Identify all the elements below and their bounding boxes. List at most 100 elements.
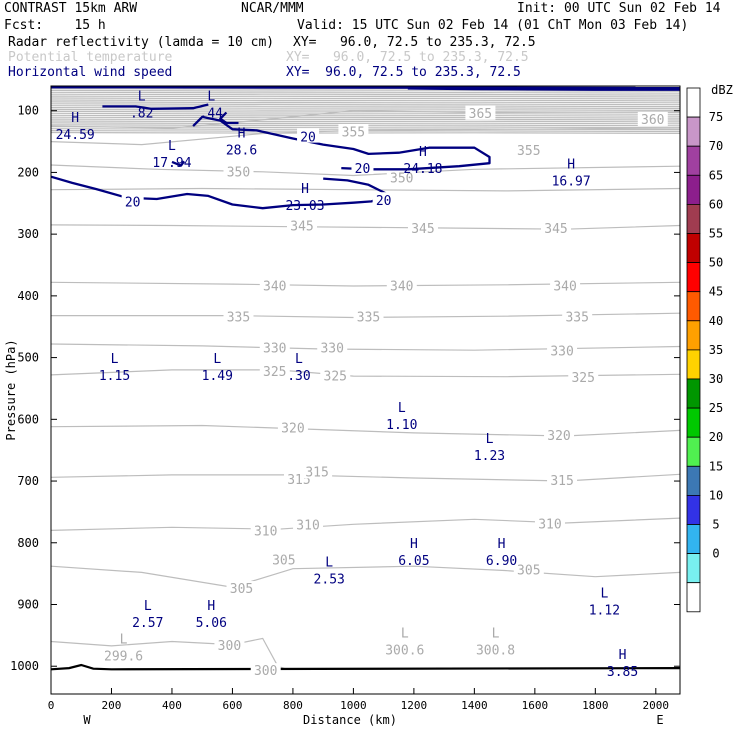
y-tick-label: 1000 xyxy=(10,659,39,673)
label-mask xyxy=(338,124,369,139)
theta-contour-upper xyxy=(50,126,681,129)
label-mask xyxy=(297,128,320,143)
label-mask xyxy=(259,278,290,293)
wind-extremum-letter: L xyxy=(138,90,146,105)
theta-contour-upper xyxy=(50,112,681,115)
label-mask xyxy=(547,343,578,358)
colorbar-swatch xyxy=(686,233,701,264)
x-tick-label: 200 xyxy=(102,699,122,712)
label-mask xyxy=(259,363,290,378)
colorbar-level-label: 0 xyxy=(712,547,719,561)
colorbar-swatch xyxy=(686,349,701,380)
colorbar-level-label: 60 xyxy=(709,197,723,211)
wind-contour-label: 20 xyxy=(300,131,316,146)
label-mask xyxy=(513,562,544,577)
theta-contour xyxy=(50,517,681,531)
label-mask xyxy=(320,368,351,383)
theta-extremum-value: 300.8 xyxy=(476,644,515,659)
axes: 100 200 300 400 500 600 700 800 900 1000 0 200 400 60… xyxy=(4,104,680,727)
colorbar-swatch xyxy=(686,378,701,409)
wind-extremum-value: 2.53 xyxy=(314,573,345,588)
theta-contour-label: 355 xyxy=(342,125,365,140)
contour-labels: 365 360 355 355 350 350 345 345 345 340 340 340 335 3… xyxy=(56,90,668,680)
theta-extremum-letter: L xyxy=(401,627,409,642)
y-tick-label: 600 xyxy=(17,412,39,426)
theta-contour-label: 330 xyxy=(320,341,343,356)
label-mask xyxy=(465,105,496,120)
wind-contour xyxy=(50,86,681,90)
wind-extremum-letter: H xyxy=(498,537,506,552)
terrain-surface xyxy=(50,663,681,671)
colorbar-level-label: 75 xyxy=(709,110,723,124)
colorbar-swatch xyxy=(686,116,701,147)
theta-contour-label: 305 xyxy=(272,554,295,569)
theta-contour-label: 310 xyxy=(296,518,319,533)
label-mask xyxy=(286,218,317,233)
colorbar-level-label: 65 xyxy=(709,168,723,182)
label-mask xyxy=(568,369,599,384)
wind-contour-label: 20 xyxy=(355,162,371,177)
theta-contour xyxy=(50,224,681,230)
wind-extremum-value: 16.97 xyxy=(552,174,591,189)
x-tick-label: 0 xyxy=(48,699,55,712)
theta-contour-label: 355 xyxy=(517,144,540,159)
label-mask xyxy=(268,552,299,567)
theta-contour xyxy=(50,110,681,129)
theta-contour-label: 325 xyxy=(571,371,594,386)
colorbar-swatch xyxy=(686,494,701,525)
field-xy-theta: XY= 96.0, 72.5 to 235.3, 72.5 xyxy=(286,50,529,65)
colorbar-swatch xyxy=(686,262,701,293)
label-mask xyxy=(550,278,581,293)
wind-extremum-value: 23.03 xyxy=(285,199,324,214)
wind-extremum-value: .30 xyxy=(287,369,310,384)
wind-extremum-letter: L xyxy=(111,352,119,367)
wind-contour xyxy=(50,175,391,210)
wind-contour-label: 20 xyxy=(125,195,141,210)
colorbar-swatch xyxy=(686,465,701,496)
theta-contour xyxy=(50,424,681,437)
label-mask xyxy=(302,464,333,479)
x-axis-title: Distance (km) xyxy=(303,713,397,727)
theta-contour-upper xyxy=(50,122,681,125)
field-xy-wind: XY= 96.0, 72.5 to 235.3, 72.5 xyxy=(286,65,521,80)
colorbar-swatch xyxy=(686,320,701,351)
terrain-line xyxy=(50,663,681,671)
theta-contour-label: 345 xyxy=(544,222,567,237)
colorbar-swatch xyxy=(686,436,701,467)
x-tick-label: 400 xyxy=(162,699,182,712)
theta-contour xyxy=(50,164,681,177)
theta-contours xyxy=(50,87,681,670)
plot-border xyxy=(50,85,681,695)
label-mask xyxy=(386,170,417,185)
label-mask xyxy=(226,581,257,596)
theta-contour-label: 325 xyxy=(263,365,286,380)
label-mask xyxy=(351,160,374,175)
wind-extremum-value: 6.05 xyxy=(398,554,429,569)
theta-contour-label: 300 xyxy=(254,664,277,679)
theta-contour-upper xyxy=(50,118,681,121)
theta-contour-label: 315 xyxy=(305,465,328,480)
theta-contour-upper xyxy=(50,105,681,108)
theta-contour-label: 335 xyxy=(227,310,250,325)
theta-contour-label: 300 xyxy=(218,639,241,654)
theta-contour xyxy=(50,187,681,192)
wind-contours xyxy=(50,86,681,210)
west-label: W xyxy=(83,713,91,727)
theta-extremum-letter: L xyxy=(120,633,128,648)
wind-extremum-letter: H xyxy=(419,145,427,160)
center-label: NCAR/MMM xyxy=(241,1,304,16)
wind-contour xyxy=(102,103,209,110)
colorbar-swatch xyxy=(686,203,701,234)
wind-extremum-value: .82 xyxy=(130,107,153,122)
y-tick-label: 500 xyxy=(17,351,39,365)
theta-contour-upper xyxy=(50,89,681,92)
wind-extremum-value: 28.6 xyxy=(226,144,257,159)
theta-contour-upper xyxy=(50,114,681,117)
wind-extremum-value: 1.49 xyxy=(202,369,233,384)
colorbar-swatch xyxy=(686,174,701,205)
theta-contour-label: 310 xyxy=(538,517,561,532)
x-tick-label: 600 xyxy=(223,699,243,712)
theta-contour-label: 305 xyxy=(230,582,253,597)
theta-contour-label: 330 xyxy=(263,341,286,356)
